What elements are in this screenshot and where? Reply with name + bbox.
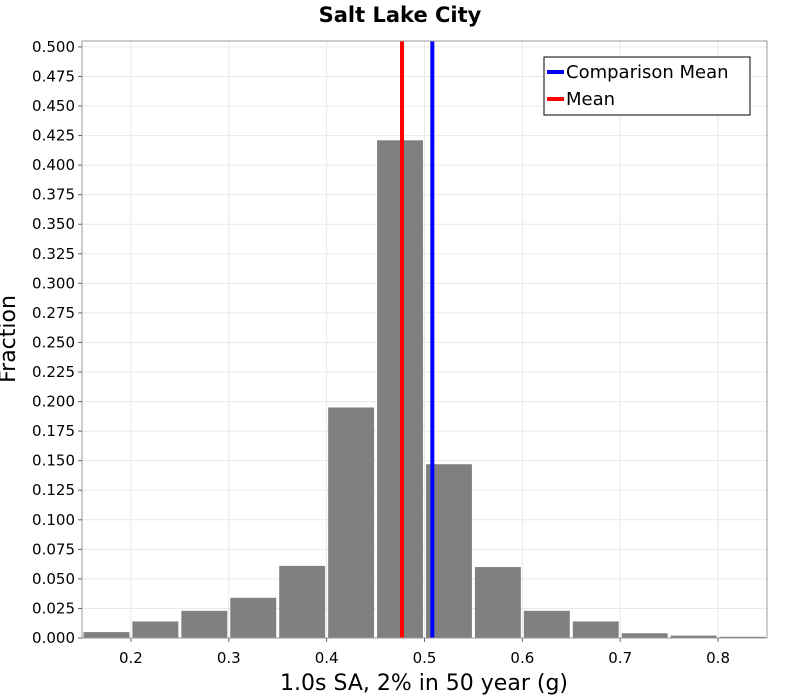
chart-title: Salt Lake City (319, 3, 482, 27)
histogram-bar (328, 407, 375, 638)
y-tick-label: 0.425 (32, 127, 75, 145)
histogram-bar (670, 635, 717, 638)
x-tick-label: 0.7 (608, 649, 632, 667)
y-tick-label: 0.050 (32, 570, 75, 588)
legend-label: Mean (566, 89, 615, 110)
y-tick-label: 0.150 (32, 452, 75, 470)
y-tick-label: 0.025 (32, 599, 75, 617)
y-axis-title: Fraction (0, 295, 21, 383)
y-tick-label: 0.250 (32, 333, 75, 351)
histogram-bar (230, 597, 277, 638)
histogram-bar (572, 621, 619, 638)
y-tick-label: 0.500 (32, 38, 75, 56)
x-axis-ticks: 0.2 0.3 0.4 0.5 0.6 0.7 0.8 (119, 638, 730, 667)
y-tick-label: 0.300 (32, 274, 75, 292)
y-tick-label: 0.075 (32, 540, 75, 558)
x-tick-label: 0.4 (315, 649, 339, 667)
y-tick-label: 0.325 (32, 245, 75, 263)
histogram-bar (719, 636, 766, 638)
y-tick-label: 0.400 (32, 156, 75, 174)
x-tick-label: 0.6 (510, 649, 534, 667)
y-tick-label: 0.200 (32, 393, 75, 411)
x-tick-label: 0.2 (119, 649, 143, 667)
y-tick-label: 0.350 (32, 215, 75, 233)
histogram-bar (132, 621, 179, 638)
y-tick-label: 0.450 (32, 97, 75, 115)
histogram-bar (523, 610, 570, 638)
legend-label: Comparison Mean (566, 62, 729, 83)
x-axis-title: 1.0s SA, 2% in 50 year (g) (280, 671, 568, 696)
x-tick-label: 0.5 (413, 649, 437, 667)
histogram-bar (474, 567, 521, 638)
x-tick-label: 0.3 (217, 649, 241, 667)
y-tick-label: 0.000 (32, 629, 75, 647)
y-tick-label: 0.375 (32, 186, 75, 204)
legend-box (543, 56, 751, 116)
histogram-bar (83, 632, 130, 638)
y-tick-label: 0.225 (32, 363, 75, 381)
y-tick-label: 0.175 (32, 422, 75, 440)
histogram-bar (621, 633, 668, 638)
y-tick-label: 0.125 (32, 481, 75, 499)
y-tick-label: 0.275 (32, 304, 75, 322)
histogram-bar (181, 610, 228, 638)
y-axis-ticks: 0.000 0.025 0.050 0.075 0.100 0.125 0.150 0.175… (32, 38, 82, 647)
histogram-bar (279, 565, 326, 638)
x-tick-label: 0.8 (706, 649, 730, 667)
y-tick-label: 0.475 (32, 67, 75, 85)
mean-lines (399, 41, 435, 638)
legend: Comparison Mean Mean (543, 56, 751, 116)
y-tick-label: 0.100 (32, 511, 75, 529)
